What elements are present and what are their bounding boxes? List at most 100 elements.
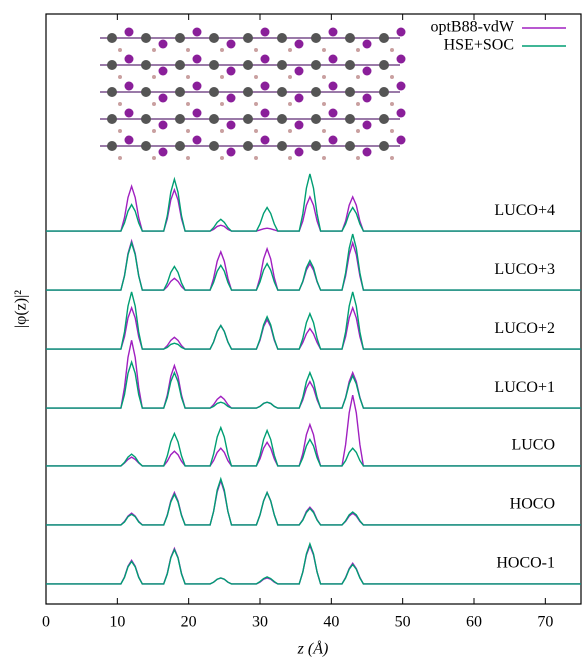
atom — [390, 156, 394, 160]
profile-line — [46, 291, 581, 350]
atom — [356, 156, 360, 160]
atom — [118, 156, 122, 160]
atom — [118, 48, 122, 52]
atom — [192, 27, 202, 37]
atom — [124, 81, 134, 91]
atom — [379, 141, 389, 151]
atom — [328, 81, 338, 91]
atom — [175, 87, 185, 97]
atom — [311, 33, 321, 43]
atom — [124, 54, 134, 64]
atom — [254, 48, 258, 52]
atom — [107, 114, 117, 124]
profile-line — [46, 476, 581, 526]
atom — [328, 135, 338, 145]
atom — [152, 156, 156, 160]
x-tick-label: 0 — [42, 614, 50, 631]
atom — [152, 102, 156, 106]
atom — [254, 102, 258, 106]
atom — [396, 54, 406, 64]
plot-frame — [45, 13, 582, 605]
x-tick-label: 70 — [537, 614, 553, 631]
atom — [243, 60, 253, 70]
atom — [124, 27, 134, 37]
atom — [243, 33, 253, 43]
curve-label: HOCO — [510, 496, 555, 513]
atom — [356, 75, 360, 79]
atom — [362, 93, 372, 103]
atom — [158, 39, 168, 49]
atom — [362, 147, 372, 157]
atom — [288, 102, 292, 106]
atom — [345, 87, 355, 97]
atom — [277, 141, 287, 151]
atom — [294, 93, 304, 103]
profile-line — [46, 359, 581, 409]
atom — [277, 114, 287, 124]
atom — [226, 120, 236, 130]
atom — [226, 93, 236, 103]
atom — [260, 27, 270, 37]
atom — [260, 108, 270, 118]
atom — [220, 75, 224, 79]
profile-line — [46, 173, 581, 232]
atom — [192, 135, 202, 145]
atom — [209, 60, 219, 70]
atom — [254, 75, 258, 79]
atom — [175, 60, 185, 70]
atom — [356, 102, 360, 106]
x-tick-label: 10 — [109, 614, 125, 631]
atom — [175, 141, 185, 151]
atom — [362, 120, 372, 130]
atom — [209, 114, 219, 124]
atom — [294, 39, 304, 49]
atom — [226, 66, 236, 76]
atom — [107, 141, 117, 151]
atom — [209, 141, 219, 151]
atom — [175, 33, 185, 43]
atom — [220, 102, 224, 106]
atom — [209, 87, 219, 97]
atom — [356, 48, 360, 52]
atom — [141, 60, 151, 70]
atom — [322, 156, 326, 160]
atom — [390, 102, 394, 106]
atom — [243, 114, 253, 124]
atom — [328, 54, 338, 64]
atom — [152, 129, 156, 133]
atom — [379, 60, 389, 70]
x-tick-label: 30 — [252, 614, 268, 631]
atom — [328, 108, 338, 118]
atom — [141, 114, 151, 124]
atom — [220, 129, 224, 133]
atom — [124, 108, 134, 118]
atom — [192, 54, 202, 64]
curve-label: HOCO-1 — [496, 555, 555, 572]
curve-label: LUCO — [511, 437, 555, 454]
atom — [288, 48, 292, 52]
atom — [141, 87, 151, 97]
atom — [186, 102, 190, 106]
atom — [322, 102, 326, 106]
x-tick-label: 50 — [395, 614, 411, 631]
atom — [226, 39, 236, 49]
atom — [124, 135, 134, 145]
atom — [396, 108, 406, 118]
atom — [158, 93, 168, 103]
atom — [356, 129, 360, 133]
profile-line — [46, 340, 581, 409]
atom — [294, 66, 304, 76]
atom — [362, 39, 372, 49]
atom — [209, 33, 219, 43]
atom — [186, 75, 190, 79]
atom — [390, 48, 394, 52]
atom — [379, 87, 389, 97]
y-axis-label: |φ(z)|² — [13, 290, 30, 328]
atom — [345, 114, 355, 124]
atom — [294, 147, 304, 157]
atom — [277, 33, 287, 43]
atom — [277, 87, 287, 97]
profile-line — [46, 394, 581, 467]
atom — [328, 27, 338, 37]
